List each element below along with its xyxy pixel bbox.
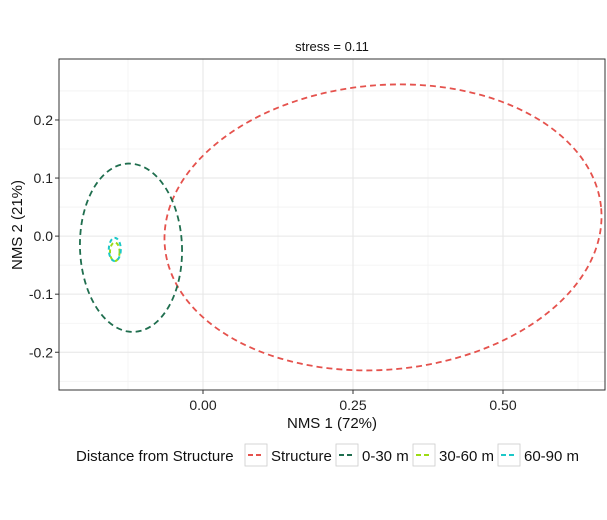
legend-label-30-60-m: 30-60 m [439, 448, 494, 465]
x-axis-title: NMS 1 (72%) [287, 415, 377, 432]
y-axis-ticks: -0.2 -0.1 0.0 0.1 0.2 [29, 112, 59, 360]
y-tick-label: 0.2 [34, 112, 54, 128]
legend-title: Distance from Structure [76, 448, 234, 465]
ellipse-60-90-m [107, 236, 122, 263]
ellipse-0-30-m [79, 162, 183, 333]
ellipse-structure [163, 83, 603, 372]
legend-items: Structure 0-30 m 30-60 m 60-90 m [244, 443, 579, 467]
y-tick-label: -0.1 [29, 286, 53, 302]
legend-label-60-90-m: 60-90 m [524, 448, 579, 465]
grid [59, 59, 605, 390]
ellipse-30-60-m [109, 241, 121, 263]
legend: Distance from Structure Structure 0-30 m 3… [76, 443, 579, 467]
plot-title: stress = 0.11 [295, 39, 369, 54]
x-tick-label: 0.00 [189, 397, 216, 413]
plot-panel-border [58, 58, 606, 391]
legend-label-0-30-m: 0-30 m [362, 448, 409, 465]
legend-label-structure: Structure [271, 448, 332, 465]
y-tick-label: -0.2 [29, 344, 53, 360]
x-tick-label: 0.50 [489, 397, 516, 413]
ellipse-layer [79, 83, 603, 372]
x-tick-label: 0.25 [339, 397, 366, 413]
y-axis-title: NMS 2 (21%) [9, 180, 26, 270]
y-tick-label: 0.0 [34, 228, 54, 244]
x-axis-ticks: 0.00 0.25 0.50 [189, 390, 517, 413]
y-tick-label: 0.1 [34, 170, 54, 186]
